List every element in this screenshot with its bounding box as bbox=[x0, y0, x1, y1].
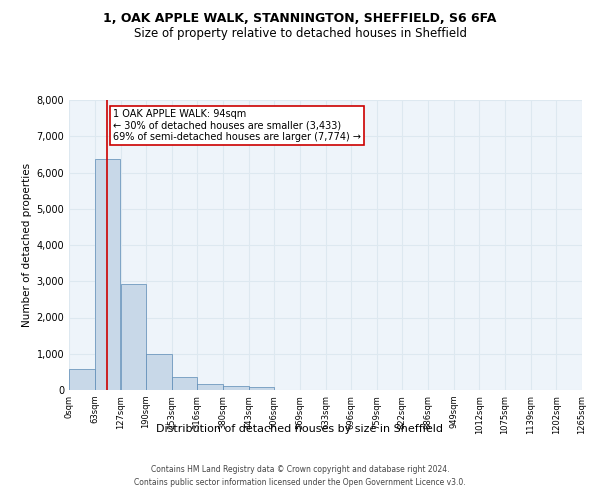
Bar bbox=[172, 377, 197, 390]
Text: Contains public sector information licensed under the Open Government Licence v3: Contains public sector information licen… bbox=[134, 478, 466, 487]
Text: Contains HM Land Registry data © Crown copyright and database right 2024.: Contains HM Land Registry data © Crown c… bbox=[151, 466, 449, 474]
Text: Distribution of detached houses by size in Sheffield: Distribution of detached houses by size … bbox=[157, 424, 443, 434]
Text: Size of property relative to detached houses in Sheffield: Size of property relative to detached ho… bbox=[133, 28, 467, 40]
Bar bbox=[69, 369, 95, 390]
Bar bbox=[95, 158, 120, 390]
Bar bbox=[197, 384, 223, 390]
Bar bbox=[146, 354, 172, 390]
Y-axis label: Number of detached properties: Number of detached properties bbox=[22, 163, 32, 327]
Bar bbox=[223, 386, 248, 390]
Text: 1, OAK APPLE WALK, STANNINGTON, SHEFFIELD, S6 6FA: 1, OAK APPLE WALK, STANNINGTON, SHEFFIEL… bbox=[103, 12, 497, 26]
Text: 1 OAK APPLE WALK: 94sqm
← 30% of detached houses are smaller (3,433)
69% of semi: 1 OAK APPLE WALK: 94sqm ← 30% of detache… bbox=[113, 109, 361, 142]
Bar bbox=[248, 387, 274, 390]
Bar bbox=[121, 284, 146, 390]
